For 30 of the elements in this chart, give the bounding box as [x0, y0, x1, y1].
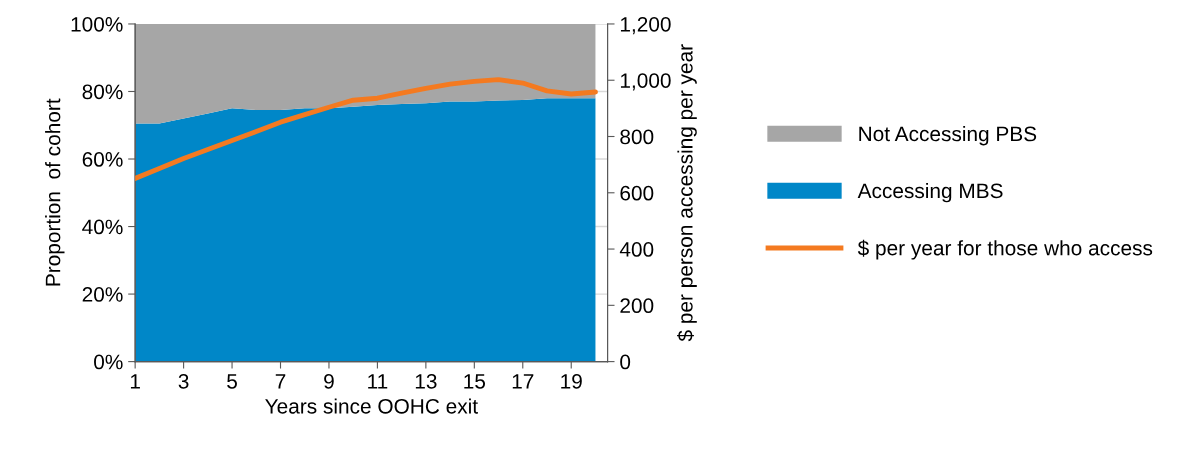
y2-tick-label: 200: [620, 298, 654, 314]
x-tick-label: 17: [512, 374, 534, 389]
x-tick-label: 1: [130, 374, 140, 389]
legend-label: Accessing MBS: [857, 182, 1003, 203]
x-tick-label: 11: [368, 374, 388, 389]
y2-tick-label: 400: [619, 242, 654, 257]
y2-tick-label: 1,000: [620, 73, 671, 91]
x-tick-label: 5: [227, 374, 237, 389]
y2-axis-title: $ per person accessing per year: [677, 44, 697, 342]
x-tick-label: 7: [275, 374, 286, 389]
legend-label: $ per year for those who access: [857, 239, 1153, 260]
y-tick-label: 20%: [82, 287, 123, 302]
y2-tick-label: 600: [620, 185, 654, 201]
y2-tick-label: 0: [620, 354, 631, 370]
x-axis-title: Years since OOHC exit: [265, 398, 478, 414]
y2-tick-label: 1,200: [620, 16, 671, 35]
y-tick-label: 100%: [71, 16, 123, 32]
x-tick-label: 19: [561, 373, 582, 389]
legend-label: Not Accessing PBS: [859, 125, 1037, 146]
y-tick-label: 0%: [94, 354, 123, 370]
x-tick-label: 15: [464, 374, 486, 389]
y-tick-label: 80%: [82, 84, 123, 100]
y-tick-label: 60%: [82, 152, 123, 167]
y-axis-title: Proportion of cohort: [45, 98, 65, 286]
y2-tick-label: 800: [620, 129, 654, 145]
x-tick-label: 13: [415, 373, 437, 389]
line-series: [135, 77, 598, 181]
y-tick-label: 40%: [82, 219, 123, 235]
x-tick-label: 9: [324, 373, 334, 389]
x-tick-label: 3: [178, 373, 189, 389]
